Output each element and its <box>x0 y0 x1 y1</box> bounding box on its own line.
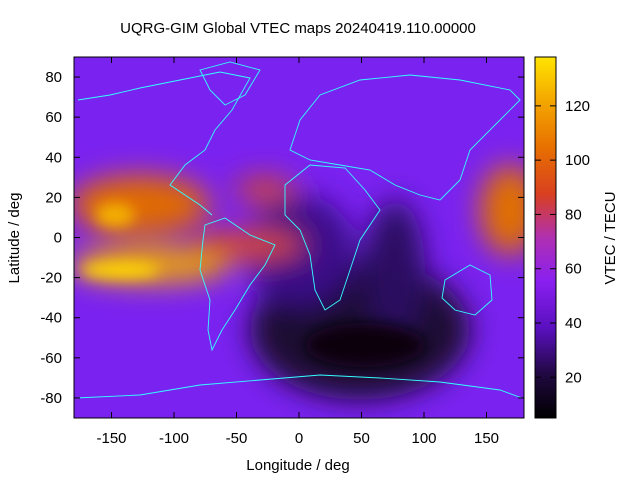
colorbar-ticks: 20 40 60 80 100 120 <box>535 98 590 386</box>
coast-greenland <box>199 61 261 106</box>
high-vtec-crest-north <box>74 175 210 235</box>
x-tick-label: -50 <box>226 430 248 447</box>
coast-north-america <box>77 71 251 216</box>
coast-eurasia <box>289 74 521 201</box>
colorbar-tick-label: 100 <box>565 152 590 169</box>
y-tick-label: -20 <box>40 270 62 287</box>
coast-africa <box>284 164 381 311</box>
coast-antarctica <box>75 374 523 399</box>
coast-south-america <box>199 217 276 352</box>
x-tick-label: -100 <box>159 430 189 447</box>
x-tick-label: -150 <box>96 430 126 447</box>
y-tick-label: 20 <box>45 189 62 206</box>
coastlines <box>75 61 523 399</box>
colorbar <box>534 56 557 419</box>
x-tick-label: 150 <box>474 430 499 447</box>
colorbar-tick-label: 80 <box>565 206 582 223</box>
chart-title: UQRG-GIM Global VTEC maps 20240419.110.0… <box>120 20 476 37</box>
colorbar-tick-label: 40 <box>565 315 582 332</box>
colorbar-tick-label: 20 <box>565 369 582 386</box>
y-axis-ticks: -80 -60 -40 -20 0 20 40 60 80 <box>40 69 524 407</box>
colorbar-tick-label: 120 <box>565 98 590 115</box>
x-tick-label: 50 <box>353 430 370 447</box>
x-tick-label: 0 <box>295 430 303 447</box>
y-tick-label: 0 <box>54 230 62 247</box>
y-tick-label: -40 <box>40 310 62 327</box>
vtec-heatmap <box>74 57 524 418</box>
y-tick-label: -60 <box>40 350 62 367</box>
y-tick-label: 60 <box>45 109 62 126</box>
colorbar-tick-label: 60 <box>565 261 582 278</box>
x-axis-ticks: -150 -100 -50 0 50 100 150 <box>96 57 499 447</box>
coast-australia <box>441 264 493 316</box>
x-axis-label: Longitude / deg <box>246 457 349 474</box>
colorbar-label: VTEC / TECU <box>602 191 619 284</box>
y-tick-label: -80 <box>40 390 62 407</box>
x-tick-label: 100 <box>411 430 436 447</box>
y-tick-label: 40 <box>45 149 62 166</box>
y-axis-label: Latitude / deg <box>6 193 23 284</box>
y-tick-label: 80 <box>45 69 62 86</box>
